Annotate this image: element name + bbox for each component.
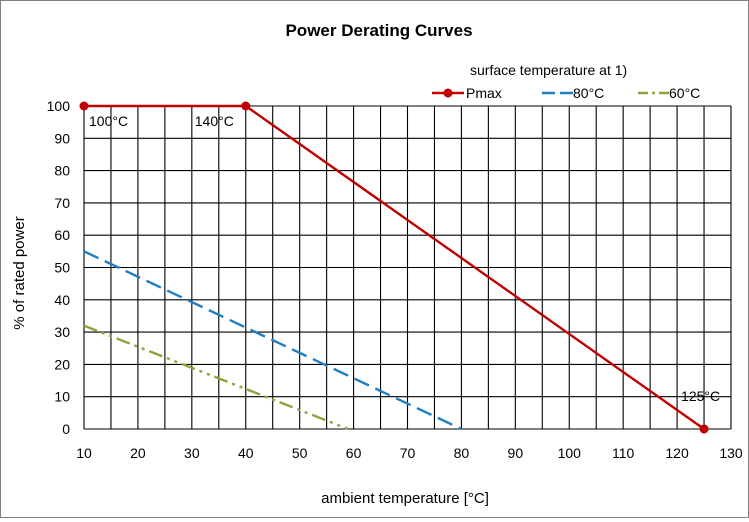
legend-entry: Pmax bbox=[466, 85, 502, 101]
x-tick-label: 30 bbox=[184, 445, 200, 461]
y-tick-labels: 0 10 20 30 40 50 60 70 80 90 100 bbox=[47, 98, 71, 437]
y-tick-label: 10 bbox=[54, 389, 70, 405]
y-tick-label: 70 bbox=[54, 195, 70, 211]
x-tick-label: 20 bbox=[130, 445, 146, 461]
series-line-60c bbox=[83, 324, 349, 431]
legend-entry: 60°C bbox=[669, 85, 700, 101]
x-axis-label: ambient temperature [°C] bbox=[321, 490, 489, 507]
legend-marker bbox=[443, 88, 453, 98]
legend-title: surface temperature at 1) bbox=[470, 62, 627, 78]
annotation-label: 140°C bbox=[195, 113, 234, 129]
y-axis-label: % of rated power bbox=[11, 216, 28, 329]
x-tick-label: 40 bbox=[238, 445, 254, 461]
x-tick-label: 70 bbox=[400, 445, 416, 461]
series-lines bbox=[79, 101, 709, 434]
legend-entry: 80°C bbox=[573, 85, 604, 101]
data-point bbox=[241, 101, 251, 111]
y-tick-label: 100 bbox=[47, 98, 71, 114]
chart-title: Power Derating Curves bbox=[285, 21, 472, 40]
x-tick-label: 100 bbox=[558, 445, 582, 461]
annotations: 100°C 140°C 125°C bbox=[89, 113, 720, 404]
y-tick-label: 60 bbox=[54, 227, 70, 243]
y-tick-label: 20 bbox=[54, 356, 70, 372]
x-tick-label: 120 bbox=[665, 445, 689, 461]
data-point bbox=[699, 424, 709, 434]
y-tick-label: 0 bbox=[62, 421, 70, 437]
series-line-80c bbox=[83, 250, 462, 431]
y-tick-label: 30 bbox=[54, 324, 70, 340]
x-tick-label: 60 bbox=[346, 445, 362, 461]
y-tick-label: 90 bbox=[54, 130, 70, 146]
data-point bbox=[79, 101, 89, 111]
y-tick-label: 40 bbox=[54, 292, 70, 308]
y-tick-label: 80 bbox=[54, 163, 70, 179]
annotation-label: 100°C bbox=[89, 113, 128, 129]
annotation-label: 125°C bbox=[681, 388, 720, 404]
legend: surface temperature at 1) Pmax 80°C 60°C bbox=[432, 62, 700, 101]
x-tick-label: 110 bbox=[612, 445, 635, 461]
x-tick-label: 130 bbox=[719, 445, 743, 461]
x-tick-label: 50 bbox=[292, 445, 308, 461]
y-tick-label: 50 bbox=[54, 260, 70, 276]
x-tick-label: 90 bbox=[508, 445, 524, 461]
x-tick-label: 10 bbox=[76, 445, 92, 461]
grid bbox=[83, 105, 732, 430]
x-tick-label: 80 bbox=[454, 445, 470, 461]
x-tick-labels: 10 20 30 40 50 60 70 80 90 100 110 120 130 bbox=[76, 445, 743, 461]
